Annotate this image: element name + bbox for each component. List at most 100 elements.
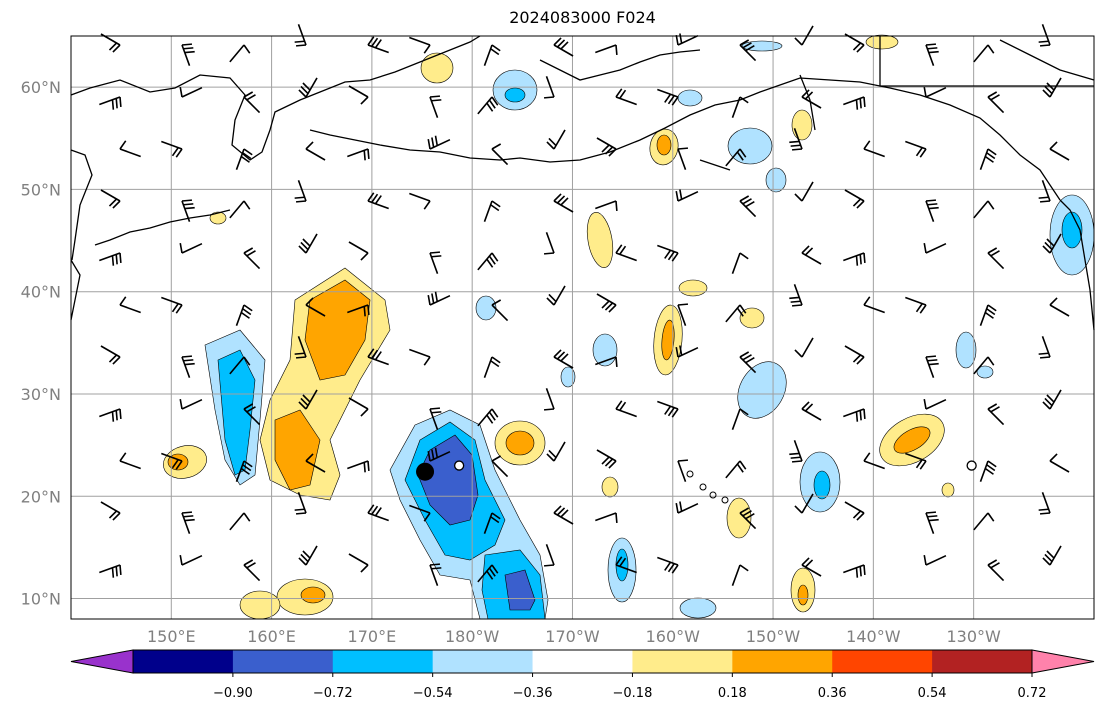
wind-barb xyxy=(1042,389,1062,410)
island xyxy=(721,496,729,504)
colorbar-tick-label: −0.72 xyxy=(313,686,353,701)
contour-region xyxy=(475,295,497,321)
wind-barb xyxy=(348,241,369,261)
wind-barb xyxy=(429,251,442,274)
wind-barb xyxy=(973,200,995,219)
colorbar-tick-label: 0.18 xyxy=(718,686,747,701)
wind-barb xyxy=(483,44,501,66)
wind-barb xyxy=(1038,492,1051,515)
wind-barb xyxy=(844,33,865,53)
contour-region xyxy=(304,279,371,381)
wind-barb xyxy=(491,143,509,166)
wind-barb xyxy=(596,449,617,469)
wind-barb xyxy=(543,232,555,255)
wind-barb xyxy=(987,91,1005,114)
wind-barb xyxy=(367,348,389,366)
contour-region xyxy=(893,426,931,454)
wind-barb xyxy=(844,345,865,365)
contour-region xyxy=(797,584,809,606)
lat-label: 60°N xyxy=(21,78,61,97)
contour-region xyxy=(217,349,256,476)
lon-label: 170°E xyxy=(348,627,397,646)
wind-barb xyxy=(725,460,747,479)
wind-barb xyxy=(843,96,866,110)
contour-region xyxy=(209,211,227,225)
contour-region xyxy=(727,127,773,165)
wind-barb xyxy=(229,356,251,375)
wind-barb xyxy=(789,284,803,307)
wind-barb xyxy=(595,44,618,56)
wind-barb xyxy=(801,401,822,421)
wind-barb xyxy=(923,398,947,410)
wind-barb xyxy=(179,242,203,254)
wind-barb xyxy=(905,140,927,158)
wind-barb xyxy=(181,355,195,378)
island xyxy=(686,470,694,478)
lon-label: 140°W xyxy=(846,627,901,646)
coastline xyxy=(539,49,701,81)
colorbar-tick-label: −0.36 xyxy=(513,686,553,701)
wind-barb xyxy=(298,545,318,566)
wind-barb xyxy=(595,200,618,212)
wind-barb xyxy=(100,189,121,209)
wind-barb xyxy=(905,452,927,470)
wind-barb xyxy=(925,355,939,378)
wind-barb xyxy=(348,397,369,417)
wind-barb xyxy=(731,564,749,586)
wind-barb xyxy=(923,554,947,566)
wind-barb xyxy=(844,501,865,521)
contour-region xyxy=(679,597,717,619)
colorbar-segment xyxy=(332,650,434,673)
wind-barb xyxy=(477,564,499,583)
coastline xyxy=(70,35,481,161)
wind-barb xyxy=(347,304,370,317)
lon-label: 180°W xyxy=(445,627,500,646)
wind-barb xyxy=(99,252,122,266)
wind-barb xyxy=(1042,77,1062,98)
wind-barb xyxy=(99,564,122,578)
open-circle-marker xyxy=(966,460,977,471)
wind-barb xyxy=(161,296,183,314)
wind-barb xyxy=(925,43,939,66)
colorbar-tick-label: −0.90 xyxy=(213,686,253,701)
map-frame xyxy=(70,35,1095,620)
lat-lon-grid xyxy=(71,36,1094,619)
wind-barb xyxy=(294,24,307,47)
wind-barb xyxy=(409,36,431,54)
wind-barb xyxy=(794,25,814,46)
lat-label: 50°N xyxy=(21,180,61,199)
wind-barb xyxy=(863,140,885,158)
wind-barb xyxy=(229,44,251,63)
contour-region xyxy=(239,590,281,620)
wind-barb xyxy=(1038,180,1051,203)
wind-barb xyxy=(789,440,803,463)
coastline xyxy=(94,209,231,246)
wind-barb xyxy=(739,351,757,374)
wind-barb xyxy=(739,507,757,530)
colorbar-segment xyxy=(532,650,633,673)
colorbar-segment xyxy=(832,650,933,673)
wind-barb xyxy=(595,356,618,368)
contour-region xyxy=(586,212,614,268)
wind-barb xyxy=(243,559,261,582)
wind-barb xyxy=(801,245,822,265)
colorbar-segment xyxy=(232,650,334,673)
colorbar-tick-label: 0.36 xyxy=(818,686,847,701)
lon-label: 150°E xyxy=(147,627,196,646)
lon-label: 160°W xyxy=(646,627,701,646)
island xyxy=(699,483,707,491)
wind-barb xyxy=(294,336,307,359)
wind-barb xyxy=(119,140,141,158)
lat-label: 10°N xyxy=(21,590,61,609)
coastline xyxy=(699,159,731,171)
wind-barbs xyxy=(99,24,1070,586)
wind-barb xyxy=(725,148,747,167)
contour-region xyxy=(560,366,576,388)
contour-region xyxy=(274,409,321,491)
wind-barb xyxy=(987,247,1005,270)
wind-barb xyxy=(1049,453,1070,473)
wind-barb xyxy=(675,345,699,358)
wind-barb xyxy=(179,86,203,98)
wind-barb xyxy=(229,200,251,219)
wind-barb xyxy=(298,389,318,410)
